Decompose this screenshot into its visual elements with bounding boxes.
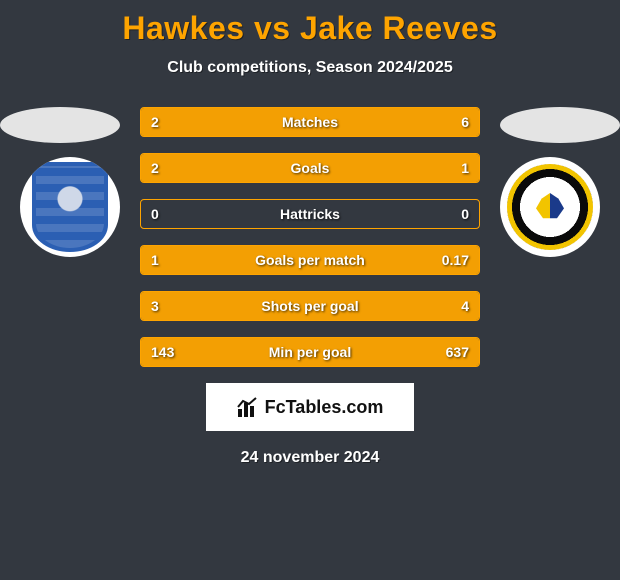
stat-row: 10.17Goals per match xyxy=(140,245,480,275)
tranmere-crest-icon xyxy=(32,162,108,252)
stat-label: Goals xyxy=(141,154,479,182)
stat-label: Hattricks xyxy=(141,200,479,228)
left-team-badge xyxy=(20,157,120,257)
right-team-badge xyxy=(500,157,600,257)
date-label: 24 november 2024 xyxy=(0,449,620,467)
stat-row: 26Matches xyxy=(140,107,480,137)
stat-label: Min per goal xyxy=(141,338,479,366)
brand-box: FcTables.com xyxy=(206,383,414,431)
page-title: Hawkes vs Jake Reeves xyxy=(0,0,620,47)
stat-bars: 26Matches 21Goals 00Hattricks 10.17Goals pe… xyxy=(140,107,480,367)
bar-chart-icon xyxy=(237,397,259,417)
stat-label: Shots per goal xyxy=(141,292,479,320)
right-oval-decor xyxy=(500,107,620,143)
comparison-content: 26Matches 21Goals 00Hattricks 10.17Goals pe… xyxy=(0,107,620,467)
stat-row: 34Shots per goal xyxy=(140,291,480,321)
stat-label: Matches xyxy=(141,108,479,136)
stat-label: Goals per match xyxy=(141,246,479,274)
subtitle: Club competitions, Season 2024/2025 xyxy=(0,59,620,77)
left-oval-decor xyxy=(0,107,120,143)
stat-row: 00Hattricks xyxy=(140,199,480,229)
stat-row: 21Goals xyxy=(140,153,480,183)
wimbledon-crest-icon xyxy=(507,164,593,250)
brand-text: FcTables.com xyxy=(265,397,384,418)
stat-row: 143637Min per goal xyxy=(140,337,480,367)
